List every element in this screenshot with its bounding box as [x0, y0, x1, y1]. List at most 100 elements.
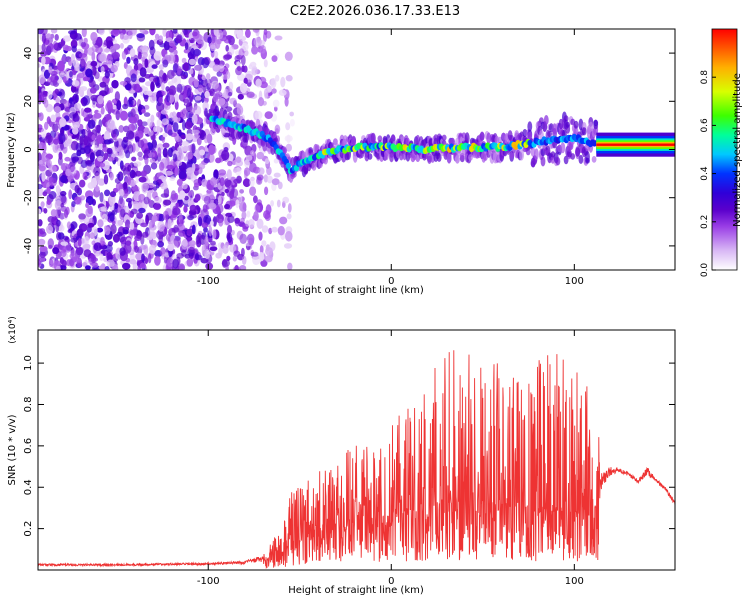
noise-blob	[213, 29, 219, 37]
noise-blob	[66, 221, 72, 229]
noise-blob	[171, 77, 178, 83]
noise-blob	[213, 50, 219, 58]
noise-blob	[135, 130, 144, 138]
noise-blob	[229, 190, 235, 200]
noise-blob	[264, 212, 271, 221]
noise-blob	[115, 219, 123, 227]
signal-halo	[446, 152, 452, 164]
spectrogram-y-axis-label: Frequency (Hz)	[6, 112, 17, 188]
noise-blob	[38, 112, 44, 122]
noise-blob	[209, 153, 215, 163]
noise-blob	[172, 121, 179, 133]
noise-blob	[53, 67, 59, 75]
noise-blob	[178, 171, 187, 180]
noise-blob	[83, 76, 90, 82]
noise-blob	[38, 177, 41, 183]
noise-blob	[100, 106, 105, 115]
noise-blob	[85, 207, 93, 218]
noise-blob	[181, 182, 188, 190]
snr-y-axis-label: SNR (10 * v/v)	[7, 414, 18, 485]
noise-blob	[95, 185, 100, 192]
noise-blob	[215, 203, 224, 214]
signal-halo	[390, 134, 396, 143]
noise-blob	[60, 241, 69, 246]
noise-blob	[154, 33, 160, 40]
noise-blob	[95, 36, 103, 48]
spectrogram-x-tick-label: 0	[388, 276, 394, 287]
noise-blob	[119, 33, 124, 40]
noise-blob	[118, 198, 125, 209]
noise-blob	[162, 132, 168, 138]
noise-blob	[104, 189, 111, 197]
noise-blob	[100, 236, 105, 247]
noise-blob	[59, 89, 66, 100]
noise-blob	[225, 44, 229, 52]
noise-blob	[223, 54, 232, 60]
noise-blob	[110, 64, 118, 73]
noise-blob	[266, 166, 272, 176]
noise-blob	[201, 222, 208, 229]
noise-blob	[130, 73, 137, 83]
snr-x-axis-label: Height of straight line (km)	[288, 585, 424, 596]
noise-blob	[41, 172, 46, 182]
noise-blob	[98, 206, 107, 212]
noise-blob	[172, 29, 178, 34]
noise-blob	[261, 240, 267, 247]
noise-blob	[128, 200, 132, 209]
noise-blob	[180, 134, 186, 140]
noise-blob	[163, 40, 170, 51]
noise-blob	[180, 74, 187, 80]
noise-blob	[187, 87, 192, 98]
noise-blob	[38, 208, 42, 215]
noise-blob	[188, 246, 195, 253]
noise-blob	[125, 219, 131, 230]
noise-blob	[147, 228, 155, 239]
noise-blob	[89, 232, 95, 240]
noise-blob	[252, 29, 260, 33]
noise-blob	[122, 182, 128, 190]
noise-blob	[96, 124, 101, 134]
noise-blob	[54, 200, 63, 210]
noise-blob	[91, 134, 96, 141]
signal-halo	[351, 136, 356, 146]
noise-blob	[227, 215, 235, 224]
colorbar-gradient	[711, 28, 738, 271]
noise-blob	[172, 258, 179, 269]
noise-blob	[161, 82, 165, 91]
noise-blob	[64, 45, 73, 52]
noise-blob	[60, 190, 67, 197]
noise-blob	[158, 96, 164, 104]
noise-blob	[242, 202, 247, 211]
noise-blob	[212, 64, 221, 72]
signal-halo	[570, 153, 576, 160]
noise-blob	[256, 176, 263, 185]
noise-blob	[198, 216, 203, 227]
noise-blob	[228, 91, 233, 97]
noise-blob	[65, 168, 72, 177]
noise-blob	[150, 81, 155, 92]
noise-blob	[287, 262, 293, 270]
noise-blob	[260, 259, 268, 267]
noise-blob	[63, 209, 69, 218]
noise-blob	[194, 194, 201, 202]
noise-blob	[274, 35, 283, 41]
noise-blob	[181, 141, 189, 147]
noise-blob	[139, 67, 147, 78]
signal-halo	[563, 155, 569, 165]
noise-blob	[265, 247, 273, 256]
noise-blob	[176, 83, 183, 93]
noise-blob	[207, 36, 212, 44]
noise-blob	[97, 155, 104, 162]
noise-blob	[73, 63, 81, 72]
noise-blob	[125, 197, 133, 203]
noise-blob	[93, 166, 101, 177]
noise-blob	[78, 53, 87, 58]
noise-blob	[208, 225, 213, 237]
noise-blob	[122, 34, 130, 44]
noise-blob	[127, 99, 134, 108]
noise-blob	[111, 51, 121, 60]
noise-blob	[148, 220, 153, 230]
noise-blob	[150, 162, 158, 170]
noise-blob	[273, 172, 281, 178]
noise-blob	[255, 78, 262, 88]
